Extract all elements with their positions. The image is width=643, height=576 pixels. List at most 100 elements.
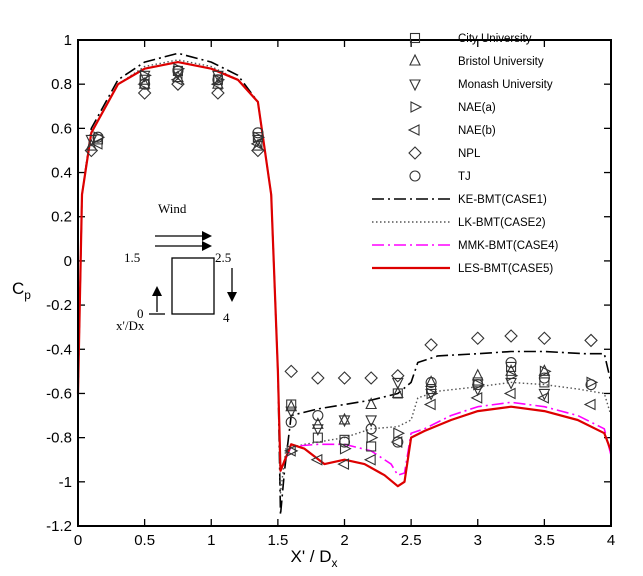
point-monash-university xyxy=(212,70,224,83)
y-tick-label: -0.8 xyxy=(46,430,72,447)
legend-label-tj: TJ xyxy=(458,171,471,183)
legend-marker-npl xyxy=(408,146,422,160)
y-tick-label: 0.2 xyxy=(51,209,72,226)
point-tj xyxy=(172,65,184,77)
point-tj xyxy=(139,78,151,90)
point-bristol-university xyxy=(338,412,351,425)
point-bristol-university xyxy=(311,417,324,429)
legend-label-ke-bmt-case1: KE-BMT(CASE1) xyxy=(458,194,547,206)
x-tick-label: 2 xyxy=(340,532,348,549)
point-bristol-university xyxy=(172,70,184,83)
point-nae-a xyxy=(213,73,226,86)
x-tick-label: 3 xyxy=(474,532,482,549)
point-npl xyxy=(211,86,225,100)
point-tj xyxy=(365,423,377,435)
point-nae-a xyxy=(253,131,266,144)
point-nae-a xyxy=(473,378,485,391)
point-npl xyxy=(424,338,438,352)
point-nae-a xyxy=(393,427,406,440)
legend: City University Bristol University Monash … xyxy=(372,32,558,275)
x-tick-label: 0 xyxy=(74,532,82,549)
point-tj xyxy=(285,416,297,428)
x-tick-label: 3.5 xyxy=(534,532,555,549)
inset-label-0: 0 xyxy=(137,306,144,321)
x-tick-label: 0.5 xyxy=(134,532,155,549)
x-tick-label: 2.5 xyxy=(401,532,422,549)
point-nae-b xyxy=(537,391,549,404)
point-bristol-university xyxy=(212,76,224,89)
y-tick-label: 0 xyxy=(64,253,72,270)
inset-label-2-5: 2.5 xyxy=(215,250,231,265)
legend-label-mmk-bmt-case4: MMK-BMT(CASE4) xyxy=(458,240,558,252)
point-npl xyxy=(584,333,598,348)
point-monash-university xyxy=(538,388,551,401)
y-tick-label: 0.6 xyxy=(51,120,72,137)
legend-marker-monash-university xyxy=(409,79,421,92)
curve-ke-bmt-case1 xyxy=(77,52,612,516)
point-nae-b xyxy=(503,387,516,400)
legend-label-bristol-university: Bristol University xyxy=(458,56,544,68)
point-nae-b xyxy=(310,453,323,466)
legend-label-nae-b: NAE(b) xyxy=(458,125,496,137)
point-npl xyxy=(337,371,352,385)
legend-label-npl: NPL xyxy=(458,148,481,160)
point-monash-university xyxy=(425,388,438,401)
point-npl xyxy=(251,143,265,158)
point-bristol-university xyxy=(285,399,298,412)
point-tj xyxy=(252,127,264,139)
point-tj xyxy=(505,356,517,369)
x-tick-label: 4 xyxy=(607,532,615,549)
point-bristol-university xyxy=(391,386,404,399)
x-axis-title: X' / Dx xyxy=(290,547,337,570)
y-axis-title: Cp xyxy=(12,279,31,302)
y-tick-label: -0.6 xyxy=(46,385,72,402)
point-tj xyxy=(212,74,224,86)
inset-label-xprime: x'/Dx xyxy=(116,318,145,333)
point-npl xyxy=(311,371,325,385)
inset-wind-label: Wind xyxy=(158,201,187,216)
point-city-university xyxy=(506,361,517,372)
point-tj xyxy=(392,436,404,448)
point-tj xyxy=(92,131,104,143)
point-npl xyxy=(284,364,298,379)
point-monash-university xyxy=(471,384,484,397)
point-nae-a xyxy=(366,431,379,444)
y-tick-label: -0.2 xyxy=(46,297,72,314)
point-nae-a xyxy=(339,442,352,455)
point-tj xyxy=(338,436,351,448)
y-tick-label: -1.2 xyxy=(46,518,72,535)
point-tj xyxy=(425,376,437,388)
curve-les-bmt-case5 xyxy=(76,61,613,488)
point-bristol-university xyxy=(425,375,438,387)
point-monash-university xyxy=(251,134,264,147)
point-monash-university xyxy=(285,406,298,419)
legend-label-les-bmt-case5: LES-BMT(CASE5) xyxy=(458,263,553,275)
point-monash-university xyxy=(338,415,351,428)
point-bristol-university xyxy=(538,364,551,376)
point-npl xyxy=(84,143,99,158)
point-nae-b xyxy=(583,398,596,411)
x-tick-label: 1 xyxy=(207,532,215,549)
wind-arrow-lower-head xyxy=(202,241,212,251)
point-nae-b xyxy=(470,391,483,404)
curve-mmk-bmt-case4 xyxy=(77,61,612,476)
legend-marker-nae-a xyxy=(410,101,423,113)
point-npl xyxy=(504,329,518,343)
point-city-university xyxy=(539,377,550,388)
inset-arrow-down-head xyxy=(227,292,237,302)
point-monash-university xyxy=(391,377,404,390)
inset-label-4: 4 xyxy=(223,310,230,325)
legend-marker-tj xyxy=(409,170,421,182)
point-npl xyxy=(137,86,152,100)
plot-frame xyxy=(77,39,612,527)
point-nae-b xyxy=(210,78,223,91)
point-nae-a xyxy=(286,445,299,457)
wind-arrow-upper-head xyxy=(202,231,212,241)
point-tj xyxy=(585,379,597,391)
point-nae-b xyxy=(90,137,103,150)
legend-marker-city-university xyxy=(409,32,421,44)
point-monash-university xyxy=(172,68,184,81)
legend-marker-bristol-university xyxy=(409,53,421,66)
point-nae-a xyxy=(506,369,519,382)
